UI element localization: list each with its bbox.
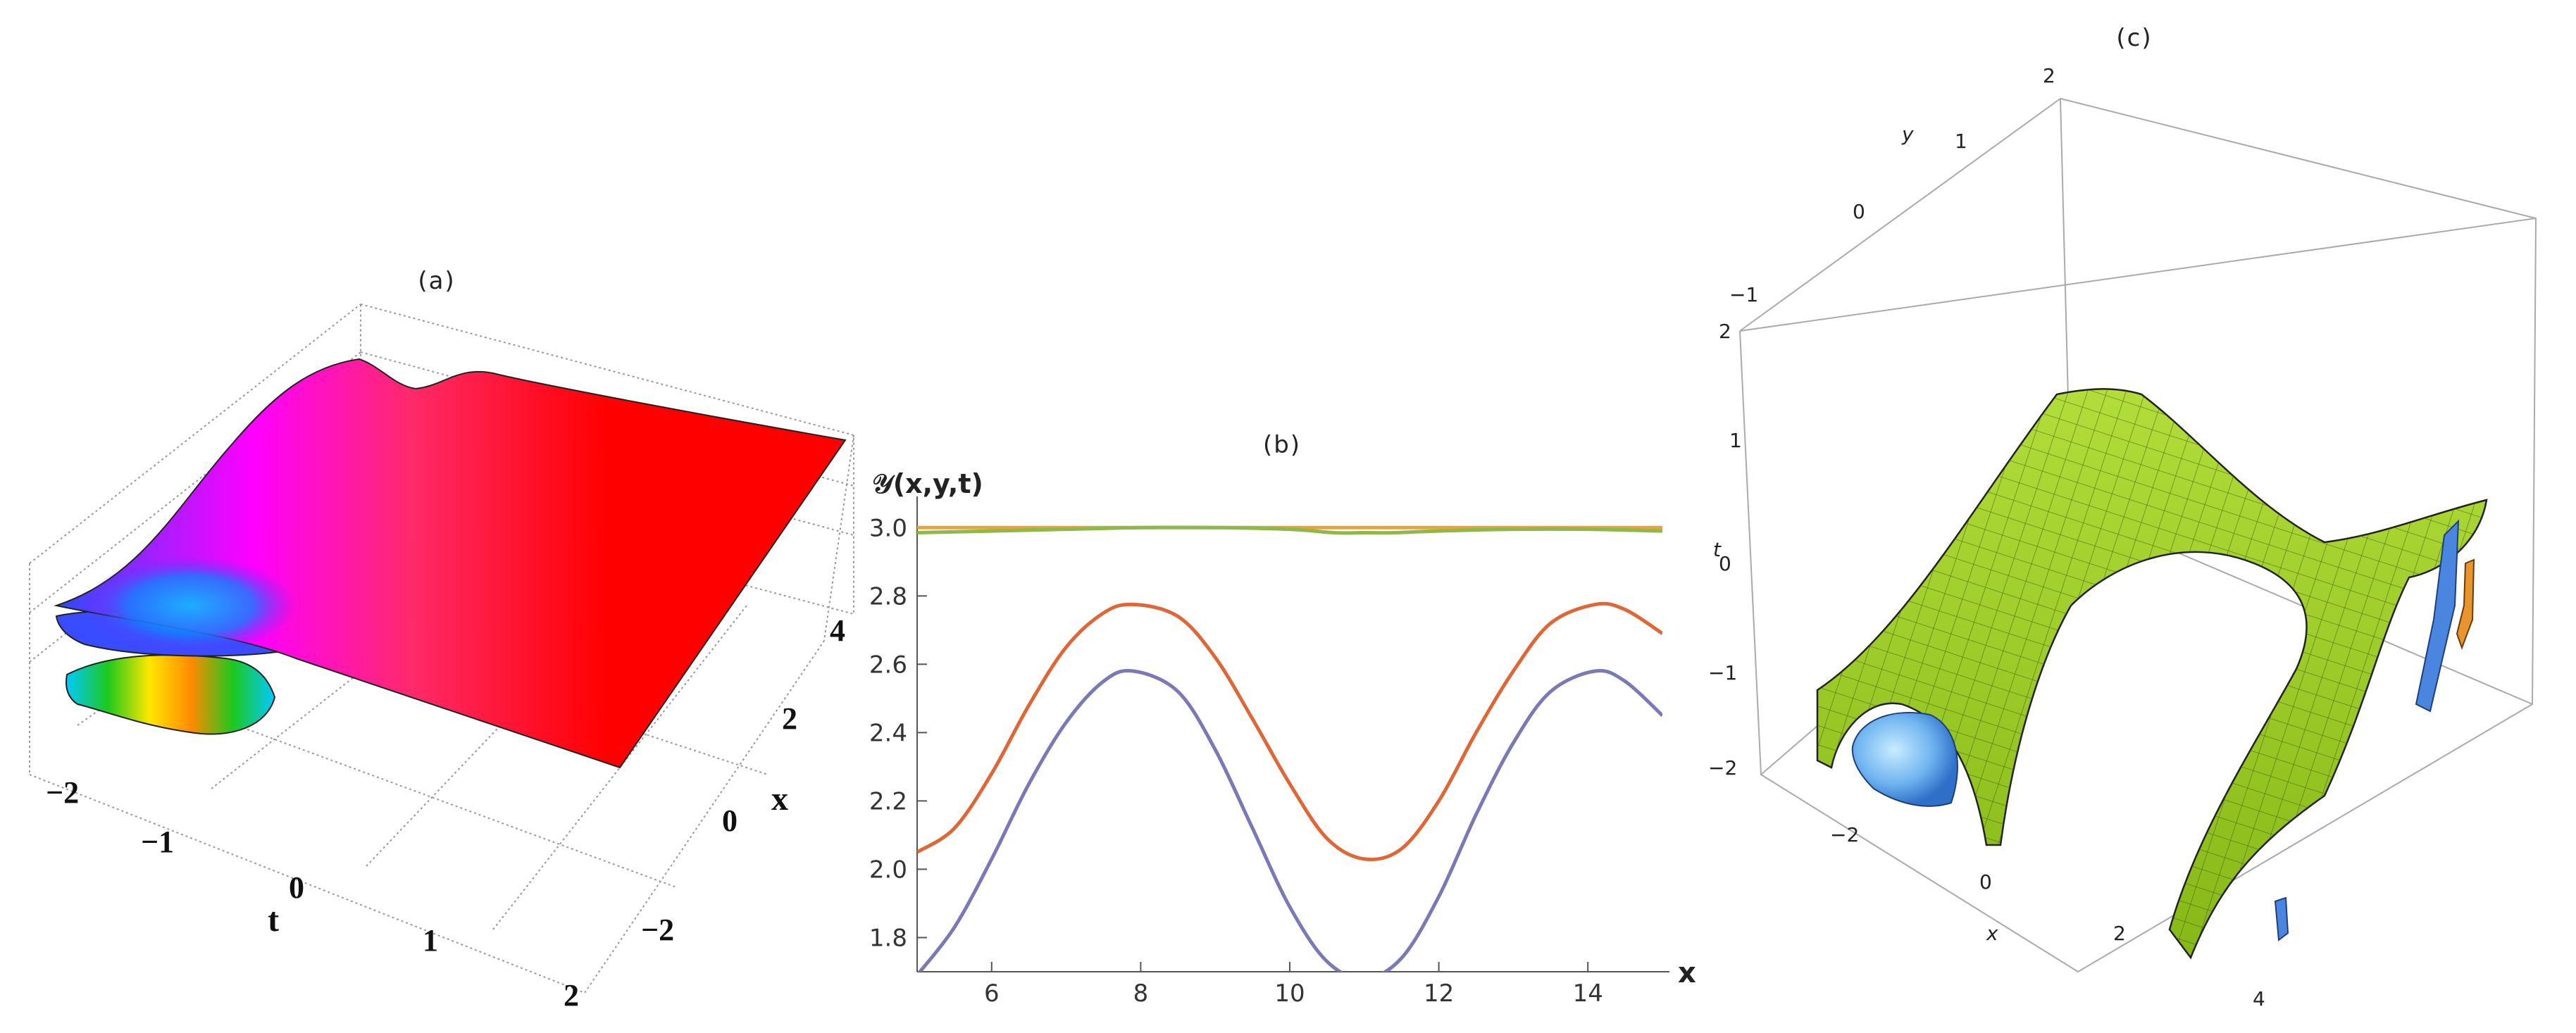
t-tick-1: 1 bbox=[423, 923, 438, 958]
surface-blue-bit bbox=[2274, 896, 2289, 941]
panel-c-y-axis: −1 0 1 2 y bbox=[1729, 64, 2055, 306]
panel-a-x-axis: −2 0 2 4 x bbox=[641, 613, 845, 947]
x-tick-label: 8 bbox=[1133, 979, 1149, 1008]
x-tick-label: 6 bbox=[984, 979, 1000, 1008]
surface-orange-piece bbox=[2456, 558, 2475, 650]
surface-blue-blob bbox=[1851, 712, 1958, 807]
t-tick-0: 0 bbox=[289, 870, 304, 905]
x-tick-label: 12 bbox=[1424, 979, 1454, 1008]
x-tick-label: 10 bbox=[1274, 979, 1305, 1008]
box-inner-edges bbox=[1739, 98, 2537, 775]
t-tick-0: 0 bbox=[1719, 552, 1731, 575]
y-tick-2: 2 bbox=[2043, 64, 2055, 87]
x-axis-label: x bbox=[1986, 922, 1998, 945]
panel-b-series bbox=[917, 525, 1662, 972]
y-tick-label: 1.8 bbox=[869, 924, 907, 952]
panel-a-title: (a) bbox=[418, 267, 455, 295]
series-line-1 bbox=[917, 525, 1662, 535]
box-outline bbox=[1739, 98, 2537, 973]
t-axis-label: t bbox=[1713, 538, 1722, 561]
panel-c-t-axis: 2 1 0 −1 −2 t bbox=[1708, 320, 1742, 780]
x-axis-label: x bbox=[1678, 957, 1696, 989]
panel-a-t-axis: −2 −1 0 1 2 t bbox=[46, 775, 579, 1013]
surface-green-mesh bbox=[1817, 389, 2487, 958]
panel-b-axes: 1.8 2.0 2.2 2.4 2.6 2.8 3.0 6 8 10 12 14 bbox=[869, 496, 1669, 1008]
x-tick-2: 2 bbox=[782, 701, 797, 736]
y-tick-1: 1 bbox=[1955, 130, 1967, 153]
panel-c-x-axis: −2 0 2 4 x bbox=[1830, 823, 2265, 1010]
t-tick-neg1: −1 bbox=[141, 825, 174, 859]
surface-dip bbox=[85, 556, 296, 655]
y-tick-label: 2.4 bbox=[869, 719, 907, 747]
y-tick-label: 3.0 bbox=[869, 514, 907, 542]
floor-edges bbox=[29, 640, 825, 994]
x-tick-4: 4 bbox=[2253, 987, 2265, 1010]
y-axis-label: y bbox=[1901, 123, 1914, 146]
t-tick-neg2: −2 bbox=[46, 775, 79, 810]
box-edges bbox=[29, 303, 854, 775]
y-tick-label: 2.6 bbox=[869, 651, 907, 679]
t-tick-1: 1 bbox=[1729, 429, 1742, 452]
panel-c-title: (c) bbox=[2116, 24, 2152, 52]
panel-b: (b) 𝒴(x,y,t) x 1.8 2.0 2.2 2.4 2.6 2.8 3.0 6 8 10… bbox=[869, 431, 1696, 1008]
y-tick-neg1: −1 bbox=[1729, 283, 1758, 306]
x-tick-2: 2 bbox=[2113, 922, 2126, 945]
x-tick-0: 0 bbox=[722, 803, 738, 838]
x-axis-label: x bbox=[771, 780, 788, 818]
x-tick-4: 4 bbox=[830, 613, 845, 648]
panel-c: (c) 2 1 0 −1 −2 t −1 0 1 2 bbox=[1708, 24, 2537, 1010]
x-tick-label: 14 bbox=[1573, 979, 1603, 1008]
y-tick-label: 2.2 bbox=[869, 787, 907, 815]
panel-b-title: (b) bbox=[1263, 431, 1301, 459]
surface-bottom-layer bbox=[65, 654, 276, 735]
y-tick-label: 2.8 bbox=[869, 582, 907, 611]
series-line-2 bbox=[917, 601, 1662, 862]
t-tick-2: 2 bbox=[564, 978, 579, 1013]
surface-blue-fin bbox=[2415, 519, 2460, 713]
x-tick-neg2: −2 bbox=[641, 913, 674, 947]
surface-main bbox=[54, 358, 847, 769]
y-tick-0: 0 bbox=[1853, 200, 1865, 223]
x-tick-neg2: −2 bbox=[1830, 823, 1859, 846]
y-tick-label: 2.0 bbox=[869, 856, 907, 884]
panel-c-box bbox=[1739, 98, 2537, 973]
t-tick-neg1: −1 bbox=[1708, 661, 1737, 684]
t-tick-2: 2 bbox=[1719, 320, 1731, 343]
y-axis-label: 𝒴(x,y,t) bbox=[872, 468, 983, 499]
x-tick-0: 0 bbox=[1979, 870, 1992, 894]
t-tick-neg2: −2 bbox=[1708, 756, 1737, 780]
panel-a: (a) −2 −1 0 1 2 t −2 0 2 4 bbox=[29, 267, 854, 1013]
t-axis-label: t bbox=[268, 901, 279, 939]
series-line-3 bbox=[917, 668, 1662, 972]
